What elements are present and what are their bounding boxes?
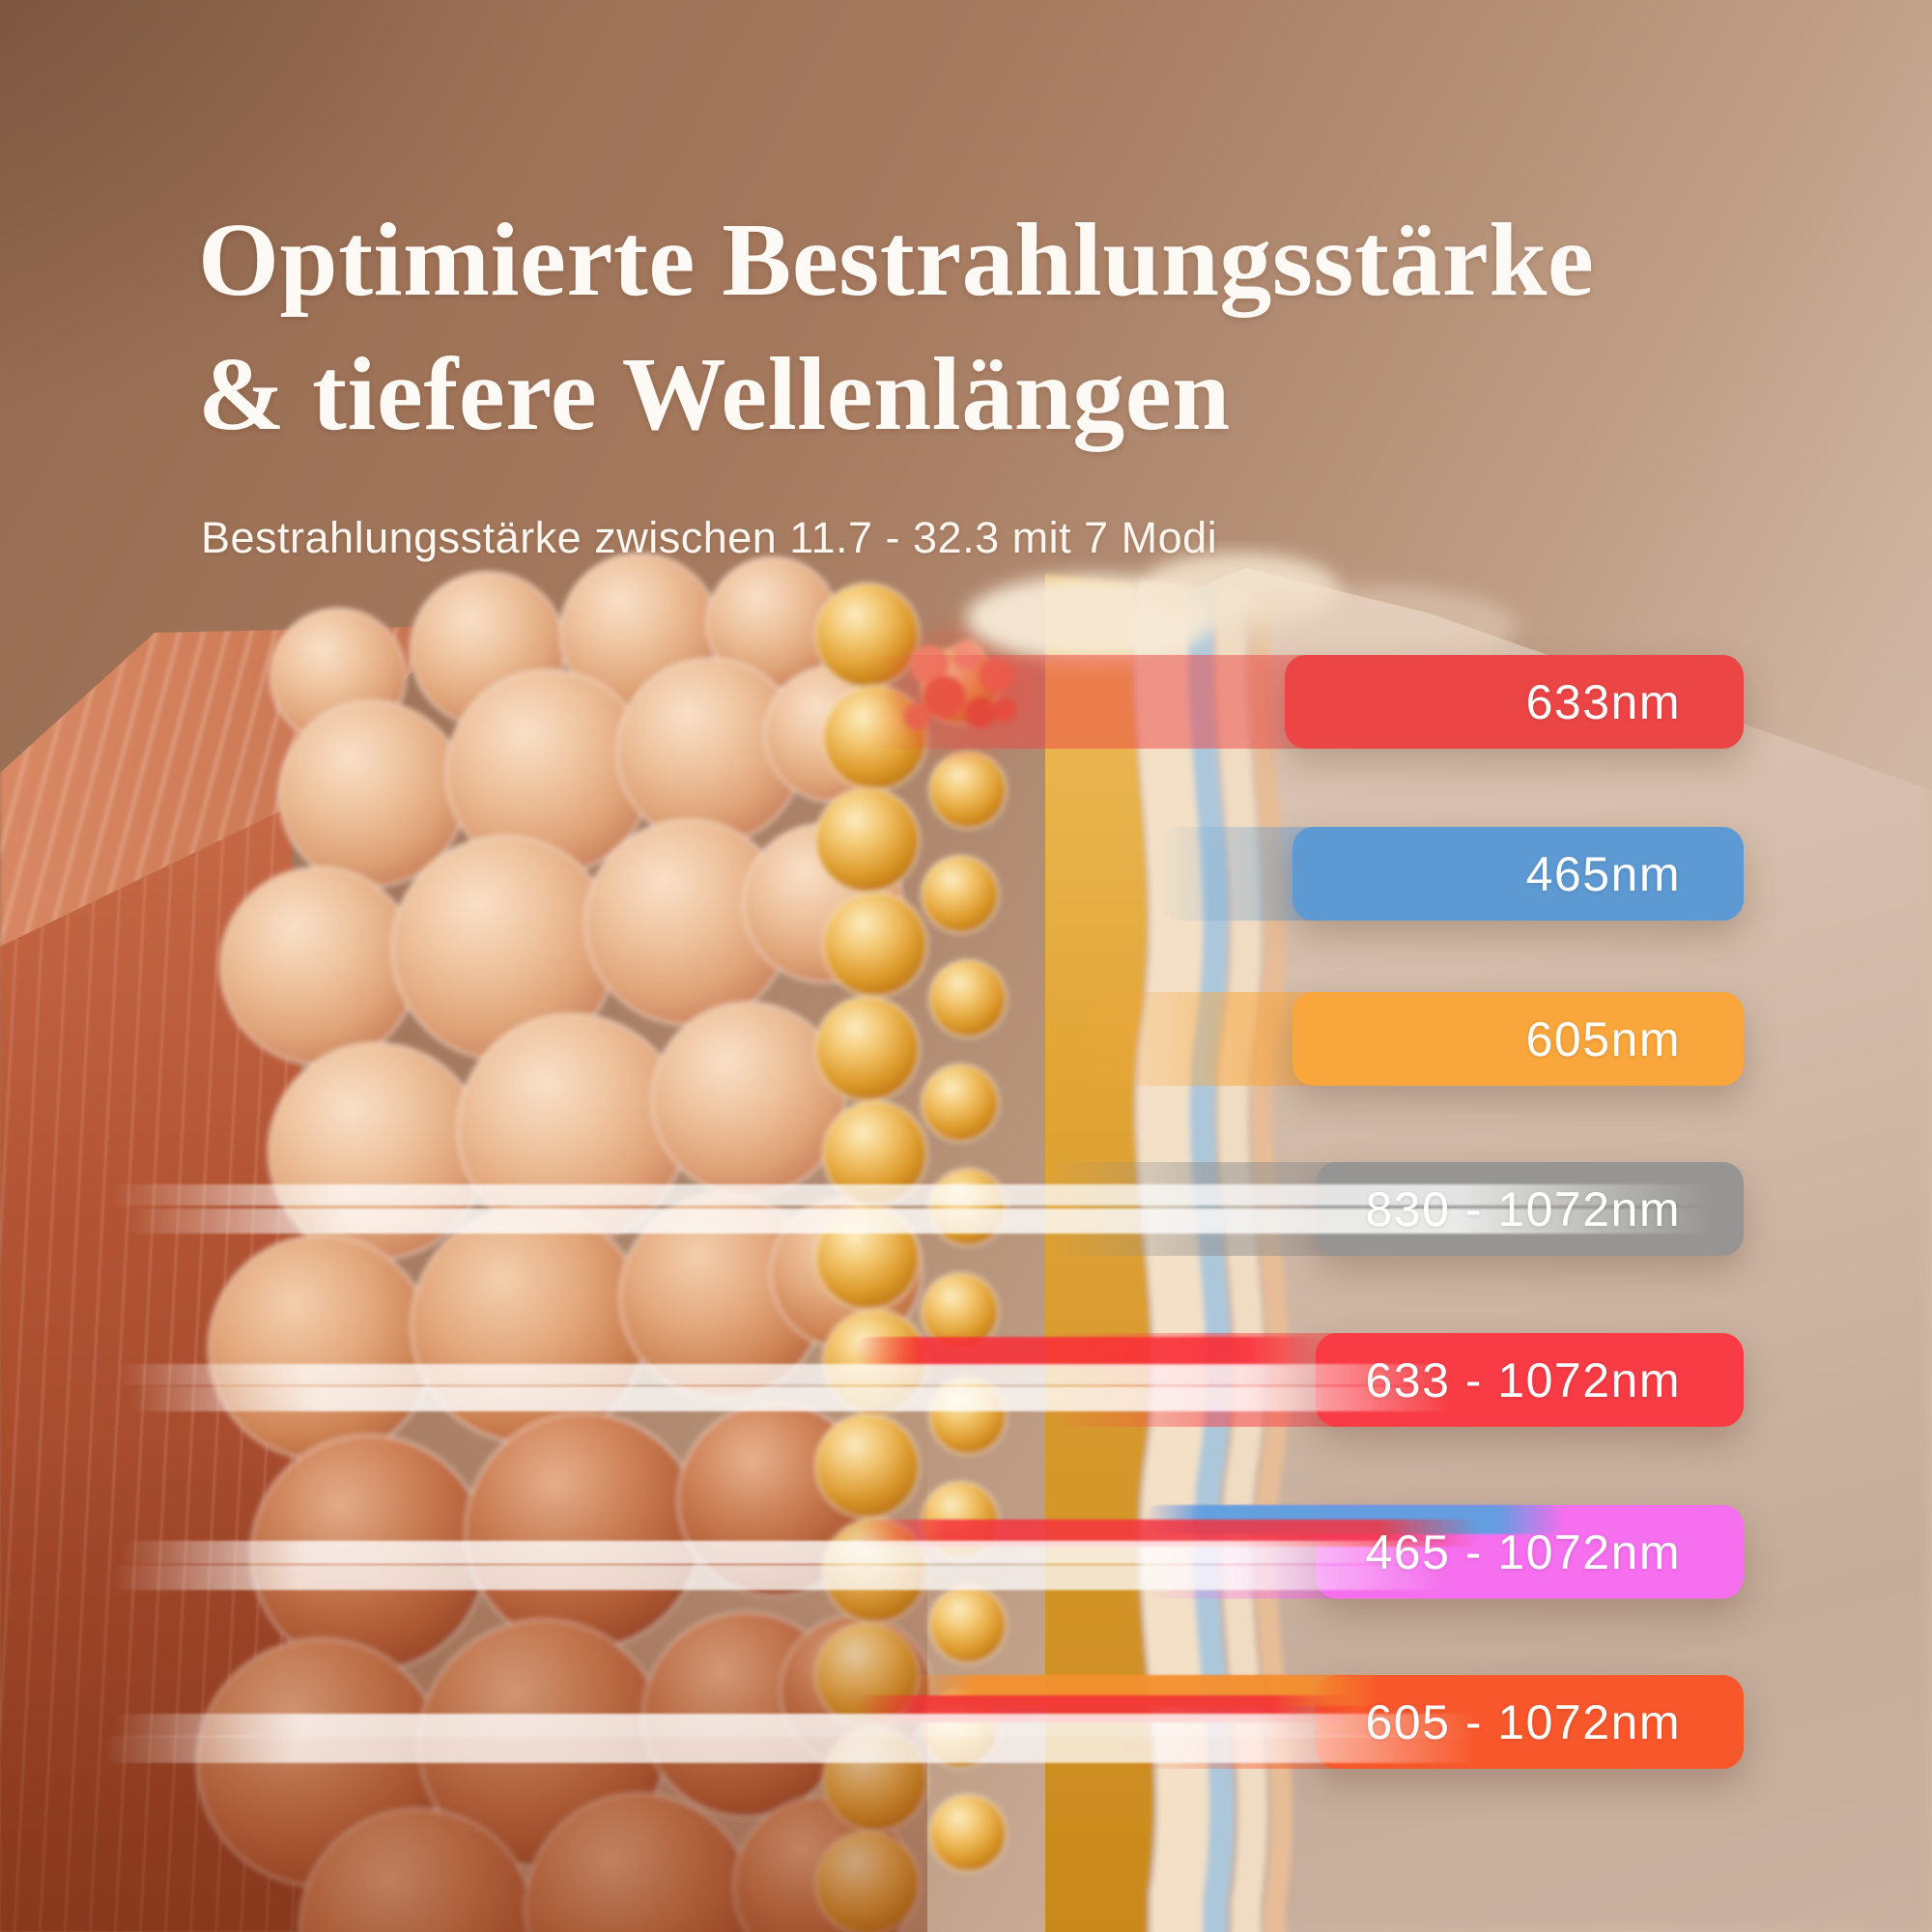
wavelength-bar-465-1072nm: 465 - 1072nm — [0, 1505, 1932, 1599]
bar-wavelength-label: 830 - 1072nm — [1365, 1181, 1681, 1236]
light-ray-streak — [101, 1736, 1478, 1763]
light-ray-streak — [116, 1364, 1454, 1385]
light-ray-streak — [111, 1565, 1449, 1590]
light-ray-streak — [855, 1337, 1323, 1366]
wavelength-bar-605-1072nm: 605 - 1072nm — [0, 1675, 1932, 1769]
page-subtitle: Bestrahlungsstärke zwischen 11.7 - 32.3 … — [201, 513, 1218, 562]
bar-wavelength-label: 605 - 1072nm — [1365, 1694, 1681, 1749]
wavelength-bar-605nm: 605nm — [0, 992, 1932, 1086]
bar-wavelength-label: 465 - 1072nm — [1365, 1524, 1681, 1579]
bar-body — [1293, 992, 1744, 1086]
title-line-2: & tiefere Wellenlängen — [198, 337, 1231, 453]
bar-wavelength-label: 633 - 1072nm — [1365, 1352, 1681, 1407]
page-title: Optimierte Bestrahlungsstärke & tiefere … — [198, 193, 1594, 463]
wavelength-bar-633nm: 633nm — [0, 655, 1932, 749]
bar-wavelength-label: 465nm — [1525, 846, 1681, 901]
light-ray-streak — [111, 1184, 1715, 1206]
light-ray-streak — [121, 1541, 1449, 1564]
light-ray-streak — [126, 1208, 1715, 1234]
light-ray-streak — [130, 1386, 1454, 1411]
light-ray-streak — [111, 1714, 1478, 1737]
bar-body — [1293, 827, 1744, 921]
wavelength-bar-830-1072nm: 830 - 1072nm — [0, 1162, 1932, 1256]
wavelength-bar-465nm: 465nm — [0, 827, 1932, 921]
title-line-1: Optimierte Bestrahlungsstärke — [198, 203, 1595, 318]
bar-wavelength-label: 605nm — [1525, 1011, 1681, 1066]
bar-wavelength-label: 633nm — [1525, 674, 1681, 729]
bar-body — [1285, 655, 1744, 749]
wavelength-bar-633-1072nm: 633 - 1072nm — [0, 1333, 1932, 1427]
